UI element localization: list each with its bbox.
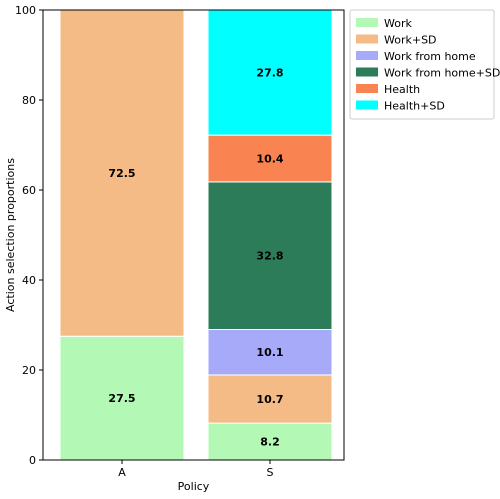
bar-s-health-sd xyxy=(207,9,333,136)
bar-value-label: 10.7 xyxy=(256,393,283,406)
bar-value-label: 27.5 xyxy=(108,392,135,405)
legend-label-work-sd: Work+SD xyxy=(384,34,437,47)
legend-swatch-health-sd xyxy=(356,100,378,110)
legend: Work Work+SD Work from home Work from home+… xyxy=(349,9,500,120)
bar-value-label: 8.2 xyxy=(260,436,280,449)
bar-a-work-sd xyxy=(59,9,185,337)
y-tick-label: 0 xyxy=(29,454,36,467)
legend-swatch-work xyxy=(356,18,378,27)
y-axis-title: Action selection proportions xyxy=(4,158,17,312)
y-axis: 0 20 40 60 80 100 xyxy=(15,4,43,467)
y-tick-label: 20 xyxy=(22,364,36,377)
bar-value-label: 10.1 xyxy=(256,346,283,359)
bars-layer xyxy=(59,9,333,461)
legend-label-work-from-home: Work from home xyxy=(384,50,476,63)
legend-label-work-from-home-sd: Work from home+SD xyxy=(384,67,500,80)
y-tick-label: 40 xyxy=(22,274,36,287)
legend-label-work: Work xyxy=(384,17,412,30)
bar-labels-layer: 27.5 72.5 8.2 10.7 10.1 32.8 10.4 27.8 xyxy=(108,67,283,449)
x-tick-label: A xyxy=(118,466,126,479)
y-tick-label: 80 xyxy=(22,94,36,107)
legend-swatch-work-from-home-sd xyxy=(356,67,378,77)
legend-label-health: Health xyxy=(384,83,420,96)
y-tick-label: 60 xyxy=(22,184,36,197)
bar-s-work-from-home xyxy=(207,329,333,376)
legend-swatch-health xyxy=(356,84,378,93)
bar-value-label: 32.8 xyxy=(256,250,283,263)
x-axis-title: Policy xyxy=(178,480,210,493)
x-tick-label: S xyxy=(267,466,274,479)
legend-swatch-work-sd xyxy=(356,34,378,44)
bar-s-work-from-home-sd xyxy=(207,181,333,330)
plot-area-frame xyxy=(42,9,345,461)
bar-value-label: 72.5 xyxy=(108,167,135,180)
bar-a-work xyxy=(59,335,185,461)
bar-value-label: 27.8 xyxy=(256,67,283,80)
legend-box xyxy=(349,9,495,120)
bar-s-health xyxy=(207,134,333,183)
y-tick-label: 100 xyxy=(15,4,36,17)
bar-value-label: 10.4 xyxy=(256,153,283,166)
bar-s-work-sd xyxy=(207,374,333,424)
legend-swatch-work-from-home xyxy=(356,51,378,60)
legend-label-health-sd: Health+SD xyxy=(384,100,445,113)
